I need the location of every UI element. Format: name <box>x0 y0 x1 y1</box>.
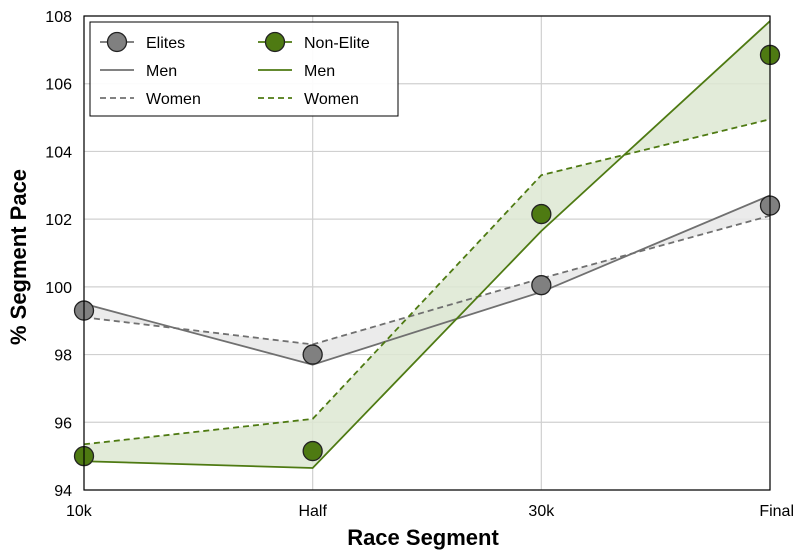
x-tick-label: Final <box>759 503 794 520</box>
y-tick-label: 106 <box>45 77 72 94</box>
plot-frame <box>83 15 771 491</box>
legend-non-elite-women-label: Women <box>304 91 359 108</box>
y-tick-label: 108 <box>45 9 72 26</box>
legend-non-elite-men-label: Men <box>304 63 335 80</box>
y-tick-label: 96 <box>54 415 72 432</box>
legend-elites-women-label: Women <box>146 91 201 108</box>
non-elite-men-line <box>83 20 771 469</box>
y-tick-label: 102 <box>45 212 72 229</box>
y-tick-label: 100 <box>45 280 72 297</box>
x-tick-label: Half <box>298 503 327 520</box>
y-tick-label: 104 <box>45 144 72 161</box>
elites-men-line <box>83 194 771 366</box>
non-elite-marker <box>302 440 323 462</box>
legend-elites-label: Elites <box>146 35 185 52</box>
x-tick-label: 10k <box>66 503 93 520</box>
legend-elites-men-label: Men <box>146 63 177 80</box>
x-tick-label: 30k <box>528 503 555 520</box>
non-elite-marker <box>531 203 552 225</box>
y-tick-label: 94 <box>54 483 72 500</box>
series-lines <box>83 20 771 469</box>
elites-marker <box>302 344 323 365</box>
x-axis-title: Race Segment <box>347 525 499 550</box>
legend-non-elite-label: Non-Elite <box>304 35 370 52</box>
y-tick-label: 98 <box>54 348 72 365</box>
tick-labels: 10k Half 30k Final 94 96 98 100 102 104 106 108 <box>45 9 794 520</box>
elites-women-line <box>83 214 771 346</box>
elites-marker <box>531 275 552 296</box>
legend: Elites Men Women Non-Elite Men Women <box>89 21 399 117</box>
y-axis-title: % Segment Pace <box>6 169 31 345</box>
legend-non-elite-marker <box>264 31 286 53</box>
non-elite-women-line <box>83 118 771 446</box>
legend-elites-marker <box>106 31 128 53</box>
legend-box <box>89 21 399 117</box>
